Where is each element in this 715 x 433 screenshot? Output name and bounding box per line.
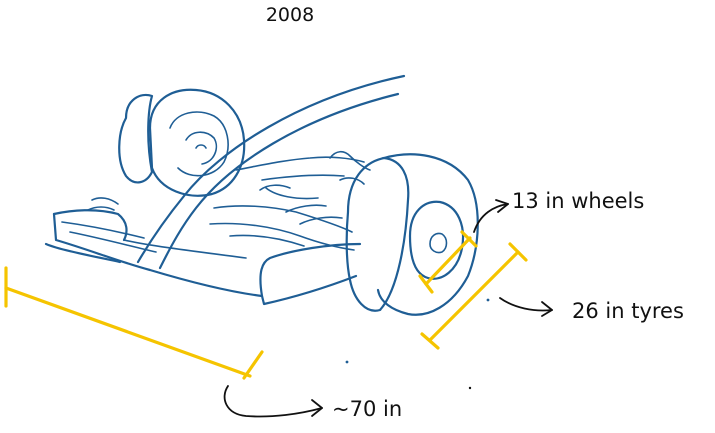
f1-car-drawing	[44, 74, 479, 316]
tyre-dimension	[420, 242, 528, 350]
front-wheel	[345, 153, 479, 316]
wheel-label: 13 in wheels	[512, 189, 644, 213]
wing-label: ~70 in	[332, 397, 402, 421]
halo-frame	[136, 74, 406, 270]
ink-dot	[345, 360, 349, 364]
wheel-arrow	[473, 199, 509, 233]
chassis-detail	[209, 150, 371, 251]
ink-dot	[468, 386, 472, 390]
wheel-dimension	[418, 230, 478, 294]
wing-arrow	[223, 385, 323, 418]
wing-dimension	[4, 266, 264, 380]
front-wing	[44, 197, 362, 306]
ink-dot	[486, 298, 490, 302]
rear-wheel	[118, 88, 246, 197]
tyre-label: 26 in tyres	[572, 299, 684, 323]
tyre-arrow	[499, 297, 553, 317]
title: 2008	[266, 4, 314, 26]
